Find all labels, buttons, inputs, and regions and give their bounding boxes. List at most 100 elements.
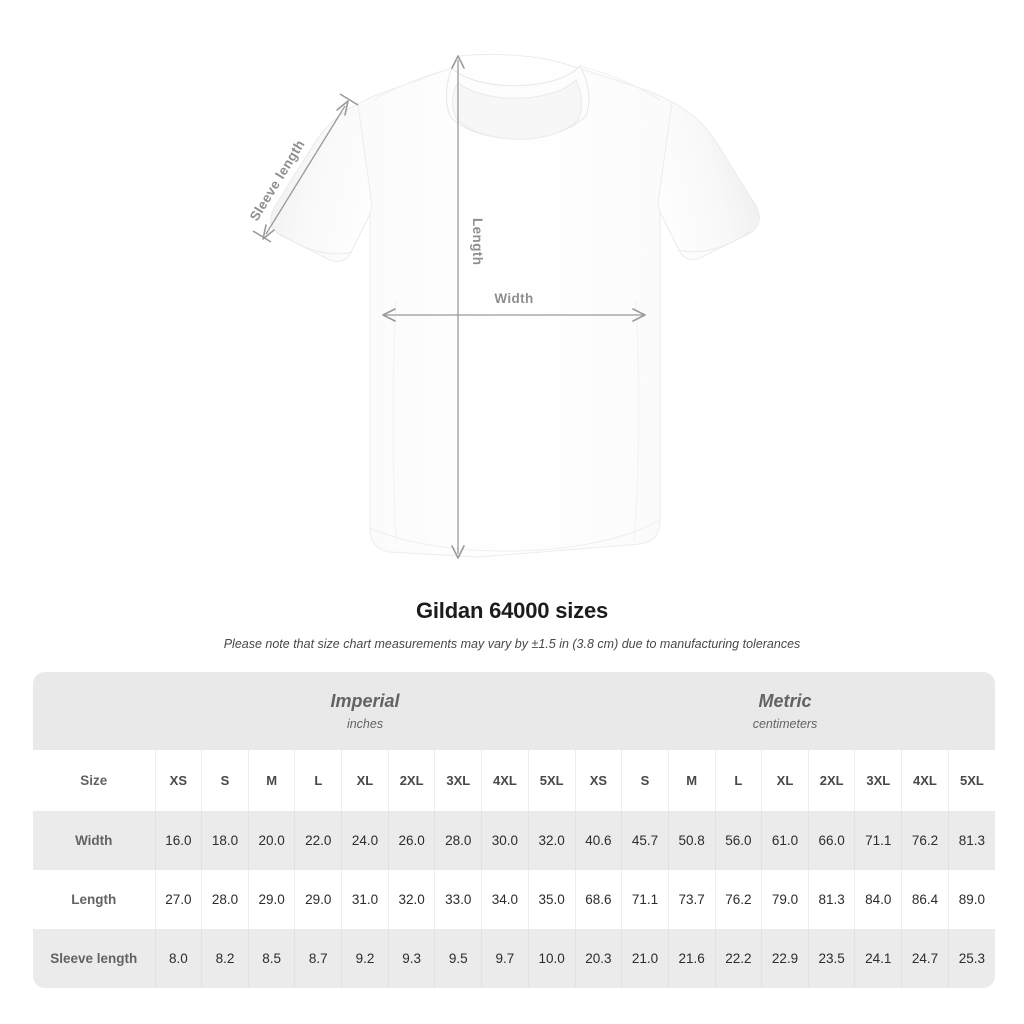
measurement-cell: 24.0 bbox=[341, 811, 389, 870]
measurement-cell: 66.0 bbox=[807, 811, 855, 870]
measurement-cell: 40.6 bbox=[574, 811, 622, 870]
measurement-value: 79.0 bbox=[771, 891, 799, 907]
measurement-cell: 71.1 bbox=[621, 870, 669, 929]
size-column-label: S bbox=[640, 772, 650, 788]
measurement-value: 23.5 bbox=[818, 950, 845, 966]
measurement-cell: 9.3 bbox=[387, 929, 435, 988]
measurement-cell: 24.1 bbox=[854, 929, 902, 988]
measurement-value: 31.0 bbox=[351, 891, 379, 907]
measurement-cell: 73.7 bbox=[667, 870, 715, 929]
group-header-imperial: Imperial inches bbox=[155, 672, 576, 750]
measurement-cell: 29.0 bbox=[247, 870, 295, 929]
page-title: Gildan 64000 sizes bbox=[415, 598, 609, 623]
measurement-value: 24.7 bbox=[911, 950, 939, 966]
size-column-label: 3XL bbox=[866, 772, 891, 788]
measurement-value: 86.4 bbox=[911, 891, 939, 907]
group-header-spacer bbox=[33, 672, 155, 750]
measurement-value: 81.3 bbox=[818, 891, 845, 907]
size-column-label: XS bbox=[589, 772, 608, 788]
table-row: Width 16.0 18.0 20.0 22.0 24.0 26.0 28.0 30.0 32.… bbox=[33, 811, 995, 870]
size-column-header: 4XL bbox=[481, 750, 529, 811]
table-row: Length 27.0 28.0 29.0 29.0 31.0 32.0 33.0 34.0 35… bbox=[33, 870, 995, 929]
measurement-cell: 76.2 bbox=[901, 811, 949, 870]
size-column-label: M bbox=[266, 772, 278, 788]
measurement-value: 33.0 bbox=[445, 891, 472, 907]
measurement-value: 50.8 bbox=[678, 832, 705, 848]
measurement-cell: 9.5 bbox=[434, 929, 482, 988]
size-column-header: XS bbox=[574, 750, 622, 811]
measurement-cell: 25.3 bbox=[947, 929, 995, 988]
size-column-label: S bbox=[220, 772, 230, 788]
measurement-value: 20.3 bbox=[585, 950, 612, 966]
measurement-cell: 8.0 bbox=[154, 929, 202, 988]
size-column-label: 5XL bbox=[959, 772, 984, 788]
size-column-header: S bbox=[201, 750, 249, 811]
measurement-cell: 81.3 bbox=[807, 870, 855, 929]
size-column-label: 4XL bbox=[913, 772, 937, 788]
size-column-header: 2XL bbox=[807, 750, 855, 811]
width-dimension: Width bbox=[382, 291, 646, 322]
measurement-value: 9.7 bbox=[495, 950, 515, 966]
measurement-cell: 79.0 bbox=[761, 870, 809, 929]
measurement-cell: 61.0 bbox=[761, 811, 809, 870]
measurement-value: 76.2 bbox=[725, 891, 752, 907]
group-name-metric: Metric bbox=[758, 690, 812, 711]
measurement-value: 56.0 bbox=[725, 832, 752, 848]
size-column-header: 4XL bbox=[901, 750, 949, 811]
shirt-silhouette bbox=[270, 53, 760, 558]
measurement-cell: 28.0 bbox=[201, 870, 249, 929]
width-label: Width bbox=[494, 291, 533, 306]
size-column-label: L bbox=[734, 772, 743, 788]
measurement-value: 73.7 bbox=[678, 891, 705, 907]
unit-group-header-row: Imperial inches Metric centimeters bbox=[33, 672, 995, 750]
measurement-value: 24.0 bbox=[351, 832, 379, 848]
tshirt-diagram: Length Width Sleeve length bbox=[247, 53, 760, 559]
measurement-value: 84.0 bbox=[865, 891, 892, 907]
measurement-cell: 21.0 bbox=[621, 929, 669, 988]
measurement-cell: 20.0 bbox=[247, 811, 295, 870]
measurement-row-label: Sleeve length bbox=[50, 950, 138, 966]
group-unit-metric: centimeters bbox=[752, 717, 818, 732]
measurement-cell: 31.0 bbox=[341, 870, 389, 929]
size-column-label: L bbox=[314, 772, 323, 788]
measurement-value: 81.3 bbox=[958, 832, 986, 848]
measurement-value: 22.2 bbox=[725, 950, 752, 966]
measurement-cell: 68.6 bbox=[574, 870, 622, 929]
size-column-label: 4XL bbox=[493, 772, 517, 788]
measurement-value: 66.0 bbox=[818, 832, 845, 848]
measurement-cell: 9.2 bbox=[341, 929, 389, 988]
table-row: Sleeve length 8.0 8.2 8.5 8.7 9.2 9.3 9.5 9.7 10.… bbox=[33, 929, 995, 988]
measurement-value: 8.5 bbox=[262, 950, 282, 966]
measurement-row-label: Width bbox=[75, 832, 113, 848]
measurement-value: 29.0 bbox=[305, 891, 332, 907]
measurement-cell: 32.0 bbox=[387, 870, 435, 929]
measurement-value: 71.1 bbox=[631, 891, 659, 907]
measurement-value: 22.9 bbox=[771, 950, 799, 966]
measurement-cell: 9.7 bbox=[481, 929, 529, 988]
measurement-cell: 29.0 bbox=[294, 870, 342, 929]
size-column-header: 5XL bbox=[947, 750, 995, 811]
measurement-value: 25.3 bbox=[958, 950, 986, 966]
size-chart-table: Imperial inches Metric centimeters Size X… bbox=[33, 672, 995, 988]
measurement-value: 32.0 bbox=[538, 832, 565, 848]
measurement-cell: 30.0 bbox=[481, 811, 529, 870]
size-column-label: XL bbox=[776, 772, 794, 788]
size-column-header: L bbox=[714, 750, 762, 811]
size-column-header: 3XL bbox=[434, 750, 482, 811]
size-column-header: M bbox=[667, 750, 715, 811]
measurement-cell: 89.0 bbox=[947, 870, 995, 929]
measurement-cell: 24.7 bbox=[901, 929, 949, 988]
measurement-cell: 22.2 bbox=[714, 929, 762, 988]
measurement-value: 34.0 bbox=[491, 891, 519, 907]
measurement-cell: 27.0 bbox=[154, 870, 202, 929]
measurement-value: 22.0 bbox=[305, 832, 332, 848]
measurement-value: 61.0 bbox=[771, 832, 799, 848]
measurement-cell: 81.3 bbox=[947, 811, 995, 870]
size-column-header: M bbox=[247, 750, 295, 811]
size-corner-label: Size bbox=[80, 772, 108, 788]
measurement-cell: 34.0 bbox=[481, 870, 529, 929]
measurement-cell: 35.0 bbox=[527, 870, 576, 929]
measurement-row-label: Length bbox=[71, 891, 117, 907]
measurement-value: 68.6 bbox=[585, 891, 612, 907]
group-name-imperial: Imperial bbox=[330, 690, 400, 711]
